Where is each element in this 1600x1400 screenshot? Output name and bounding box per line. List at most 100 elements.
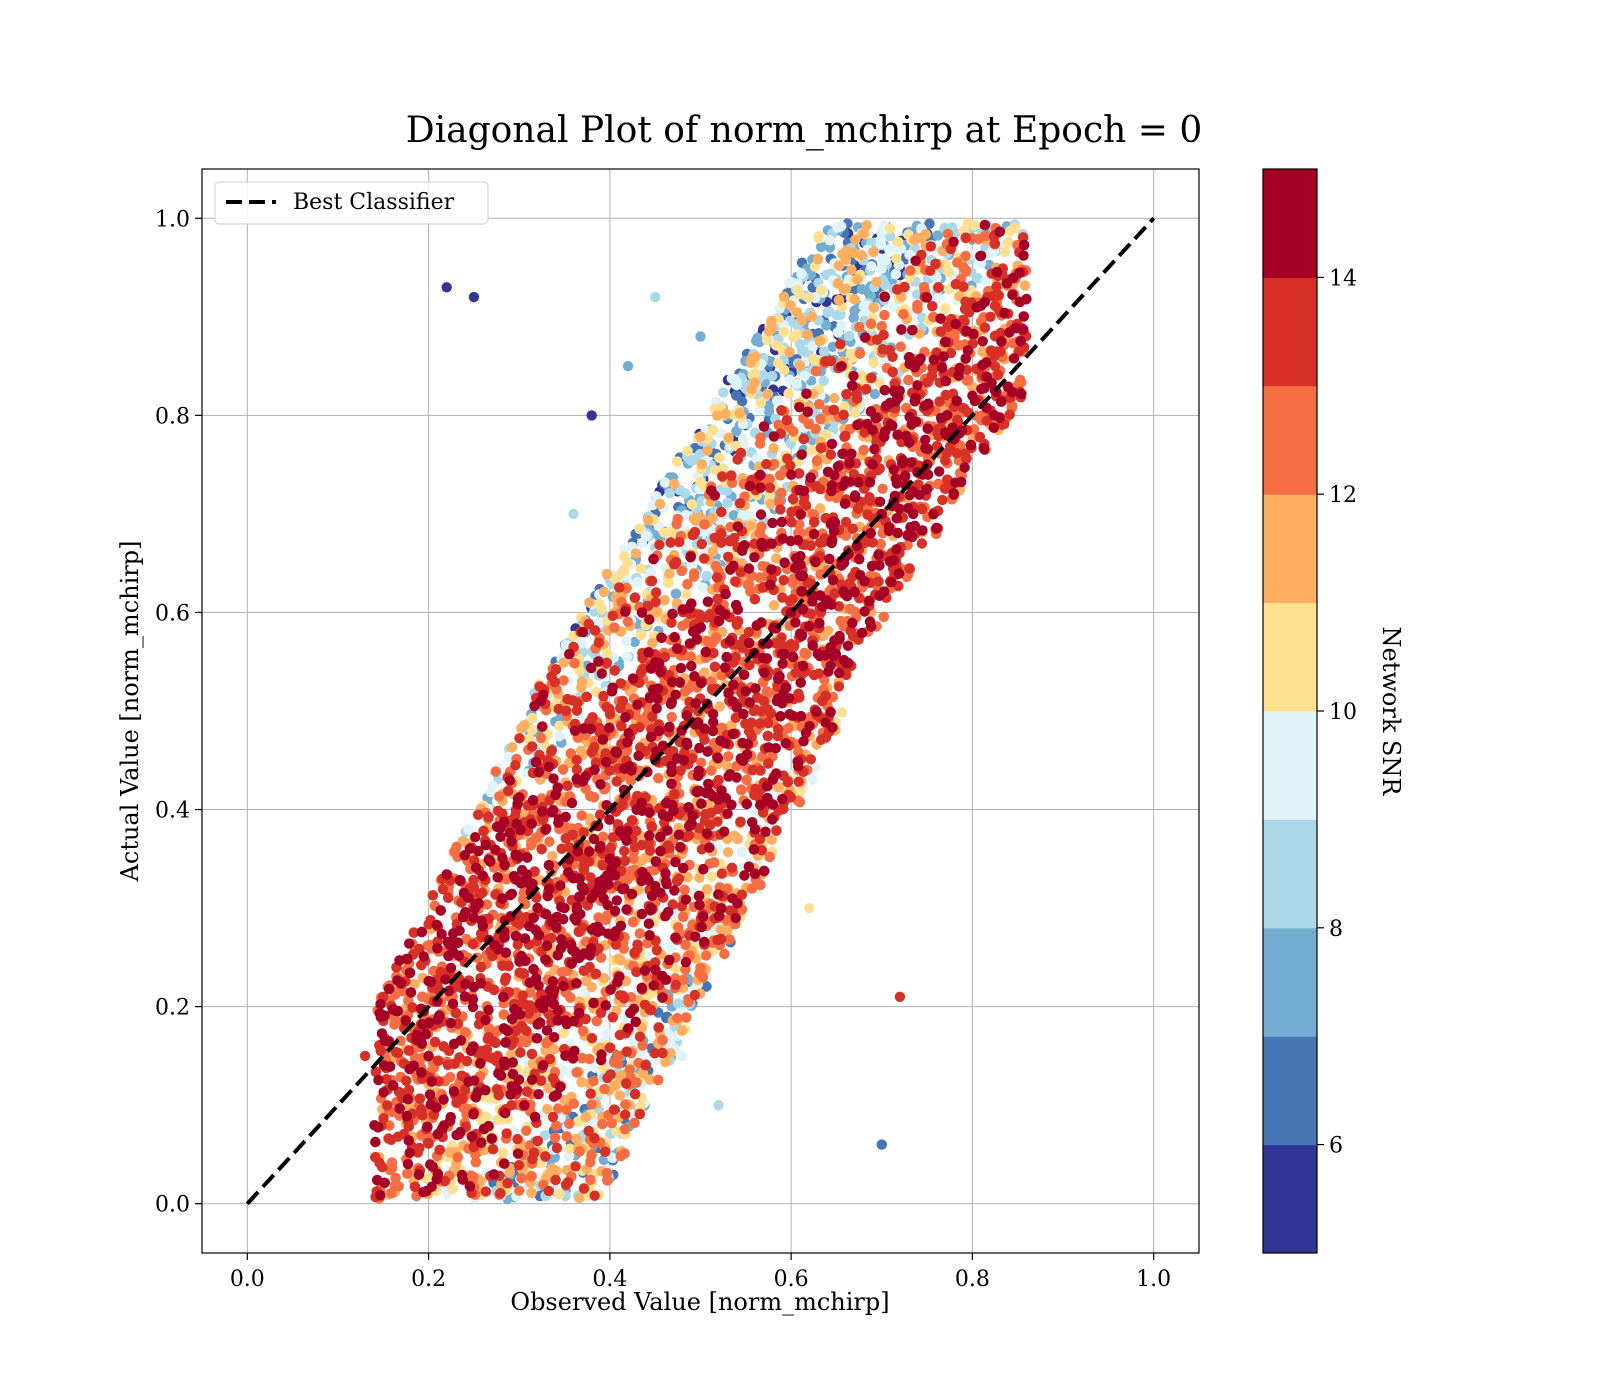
scatter-point xyxy=(700,950,712,961)
scatter-point xyxy=(943,266,955,278)
scatter-point xyxy=(503,751,514,763)
scatter-point xyxy=(702,445,713,456)
scatter-point xyxy=(812,253,824,265)
scatter-point xyxy=(526,1171,537,1182)
scatter-point xyxy=(599,1083,610,1095)
scatter-point xyxy=(803,292,814,303)
scatter-point xyxy=(821,320,832,331)
scatter-point xyxy=(585,1156,596,1168)
scatter-point xyxy=(694,872,705,883)
scatter-point xyxy=(810,761,821,773)
scatter-point xyxy=(630,548,642,559)
scatter-point xyxy=(527,1058,539,1070)
scatter-point xyxy=(714,701,725,712)
scatter-point xyxy=(850,606,861,618)
scatter-point xyxy=(791,307,803,318)
scatter-point xyxy=(564,1143,575,1154)
scatter-point xyxy=(576,682,587,693)
scatter-point xyxy=(799,370,810,381)
scatter-point xyxy=(568,508,579,520)
scatter-point xyxy=(880,254,891,266)
scatter-point xyxy=(783,388,794,399)
scatter-point xyxy=(854,348,866,359)
scatter-point xyxy=(794,786,806,798)
scatter-point xyxy=(884,223,896,234)
scatter-point xyxy=(669,478,680,490)
scatter-point xyxy=(607,1152,618,1164)
scatter-point xyxy=(576,1076,587,1088)
scatter-point xyxy=(868,302,879,313)
scatter-point xyxy=(521,1125,532,1137)
scatter-point xyxy=(588,1075,599,1087)
scatter-point xyxy=(637,1068,649,1079)
scatter-point xyxy=(468,291,480,303)
scatter-point xyxy=(841,245,852,256)
scatter-point xyxy=(866,261,877,272)
scatter-point xyxy=(829,392,840,404)
scatter-point xyxy=(824,235,835,246)
scatter-point xyxy=(960,250,971,262)
scatter-point xyxy=(916,232,927,244)
scatter-point xyxy=(715,924,726,935)
scatter-point xyxy=(670,588,682,599)
scatter-point xyxy=(807,774,818,785)
scatter-point xyxy=(712,410,723,421)
scatter-point xyxy=(679,884,690,895)
scatter-point xyxy=(611,1125,622,1137)
scatter-point xyxy=(868,246,879,258)
scatter-point xyxy=(585,1174,596,1186)
scatter-point xyxy=(839,401,850,412)
scatter-point xyxy=(708,857,720,868)
scatter-point xyxy=(856,370,867,381)
scatter-point xyxy=(905,265,916,276)
scatter-point xyxy=(627,916,639,928)
scatter-point xyxy=(792,329,803,340)
scatter-point xyxy=(768,600,780,611)
scatter-point xyxy=(504,1166,515,1178)
scatter-point xyxy=(836,707,848,718)
scatter-point xyxy=(731,425,742,437)
scatter-point xyxy=(869,388,880,400)
scatter-point xyxy=(766,370,778,382)
scatter-point xyxy=(621,651,632,662)
scatter-point xyxy=(810,366,822,377)
scatter-point xyxy=(890,268,902,280)
scatter-point xyxy=(635,1100,646,1112)
chart-title: Diagonal Plot of norm_mchirp at Epoch = … xyxy=(406,110,1203,151)
scatter-point xyxy=(596,603,607,615)
scatter-point xyxy=(745,357,756,368)
scatter-point xyxy=(871,276,882,288)
scatter-point xyxy=(823,306,835,317)
scatter-point xyxy=(879,309,890,321)
scatter-point xyxy=(671,456,683,467)
scatter-point xyxy=(542,1103,553,1115)
scatter-point xyxy=(695,331,706,342)
scatter-point xyxy=(832,222,843,233)
scatter-point xyxy=(980,276,991,287)
scatter-point xyxy=(547,851,558,862)
scatter-point xyxy=(824,242,835,253)
scatter-point xyxy=(836,320,847,331)
scatter-point xyxy=(804,902,815,914)
scatter-point xyxy=(771,395,783,406)
scatter-point xyxy=(551,1165,562,1177)
scatter-point xyxy=(743,579,755,590)
scatter-point xyxy=(677,1050,688,1062)
scatter-point xyxy=(653,773,664,784)
scatter-point xyxy=(506,742,518,753)
scatter-point xyxy=(784,277,795,289)
scatter-point xyxy=(961,265,972,277)
scatter-point xyxy=(701,570,712,582)
scatter-point xyxy=(586,981,597,993)
scatter-point xyxy=(663,577,674,589)
scatter-point xyxy=(597,1118,608,1130)
scatter-point xyxy=(672,1012,683,1024)
scatter-point xyxy=(654,498,666,510)
scatter-point xyxy=(613,953,624,964)
scatter-point xyxy=(681,588,692,600)
scatter-point xyxy=(536,732,547,744)
scatter-point xyxy=(586,1099,597,1110)
scatter-point xyxy=(659,477,671,488)
scatter-point xyxy=(843,330,855,342)
scatter-point xyxy=(932,230,943,241)
